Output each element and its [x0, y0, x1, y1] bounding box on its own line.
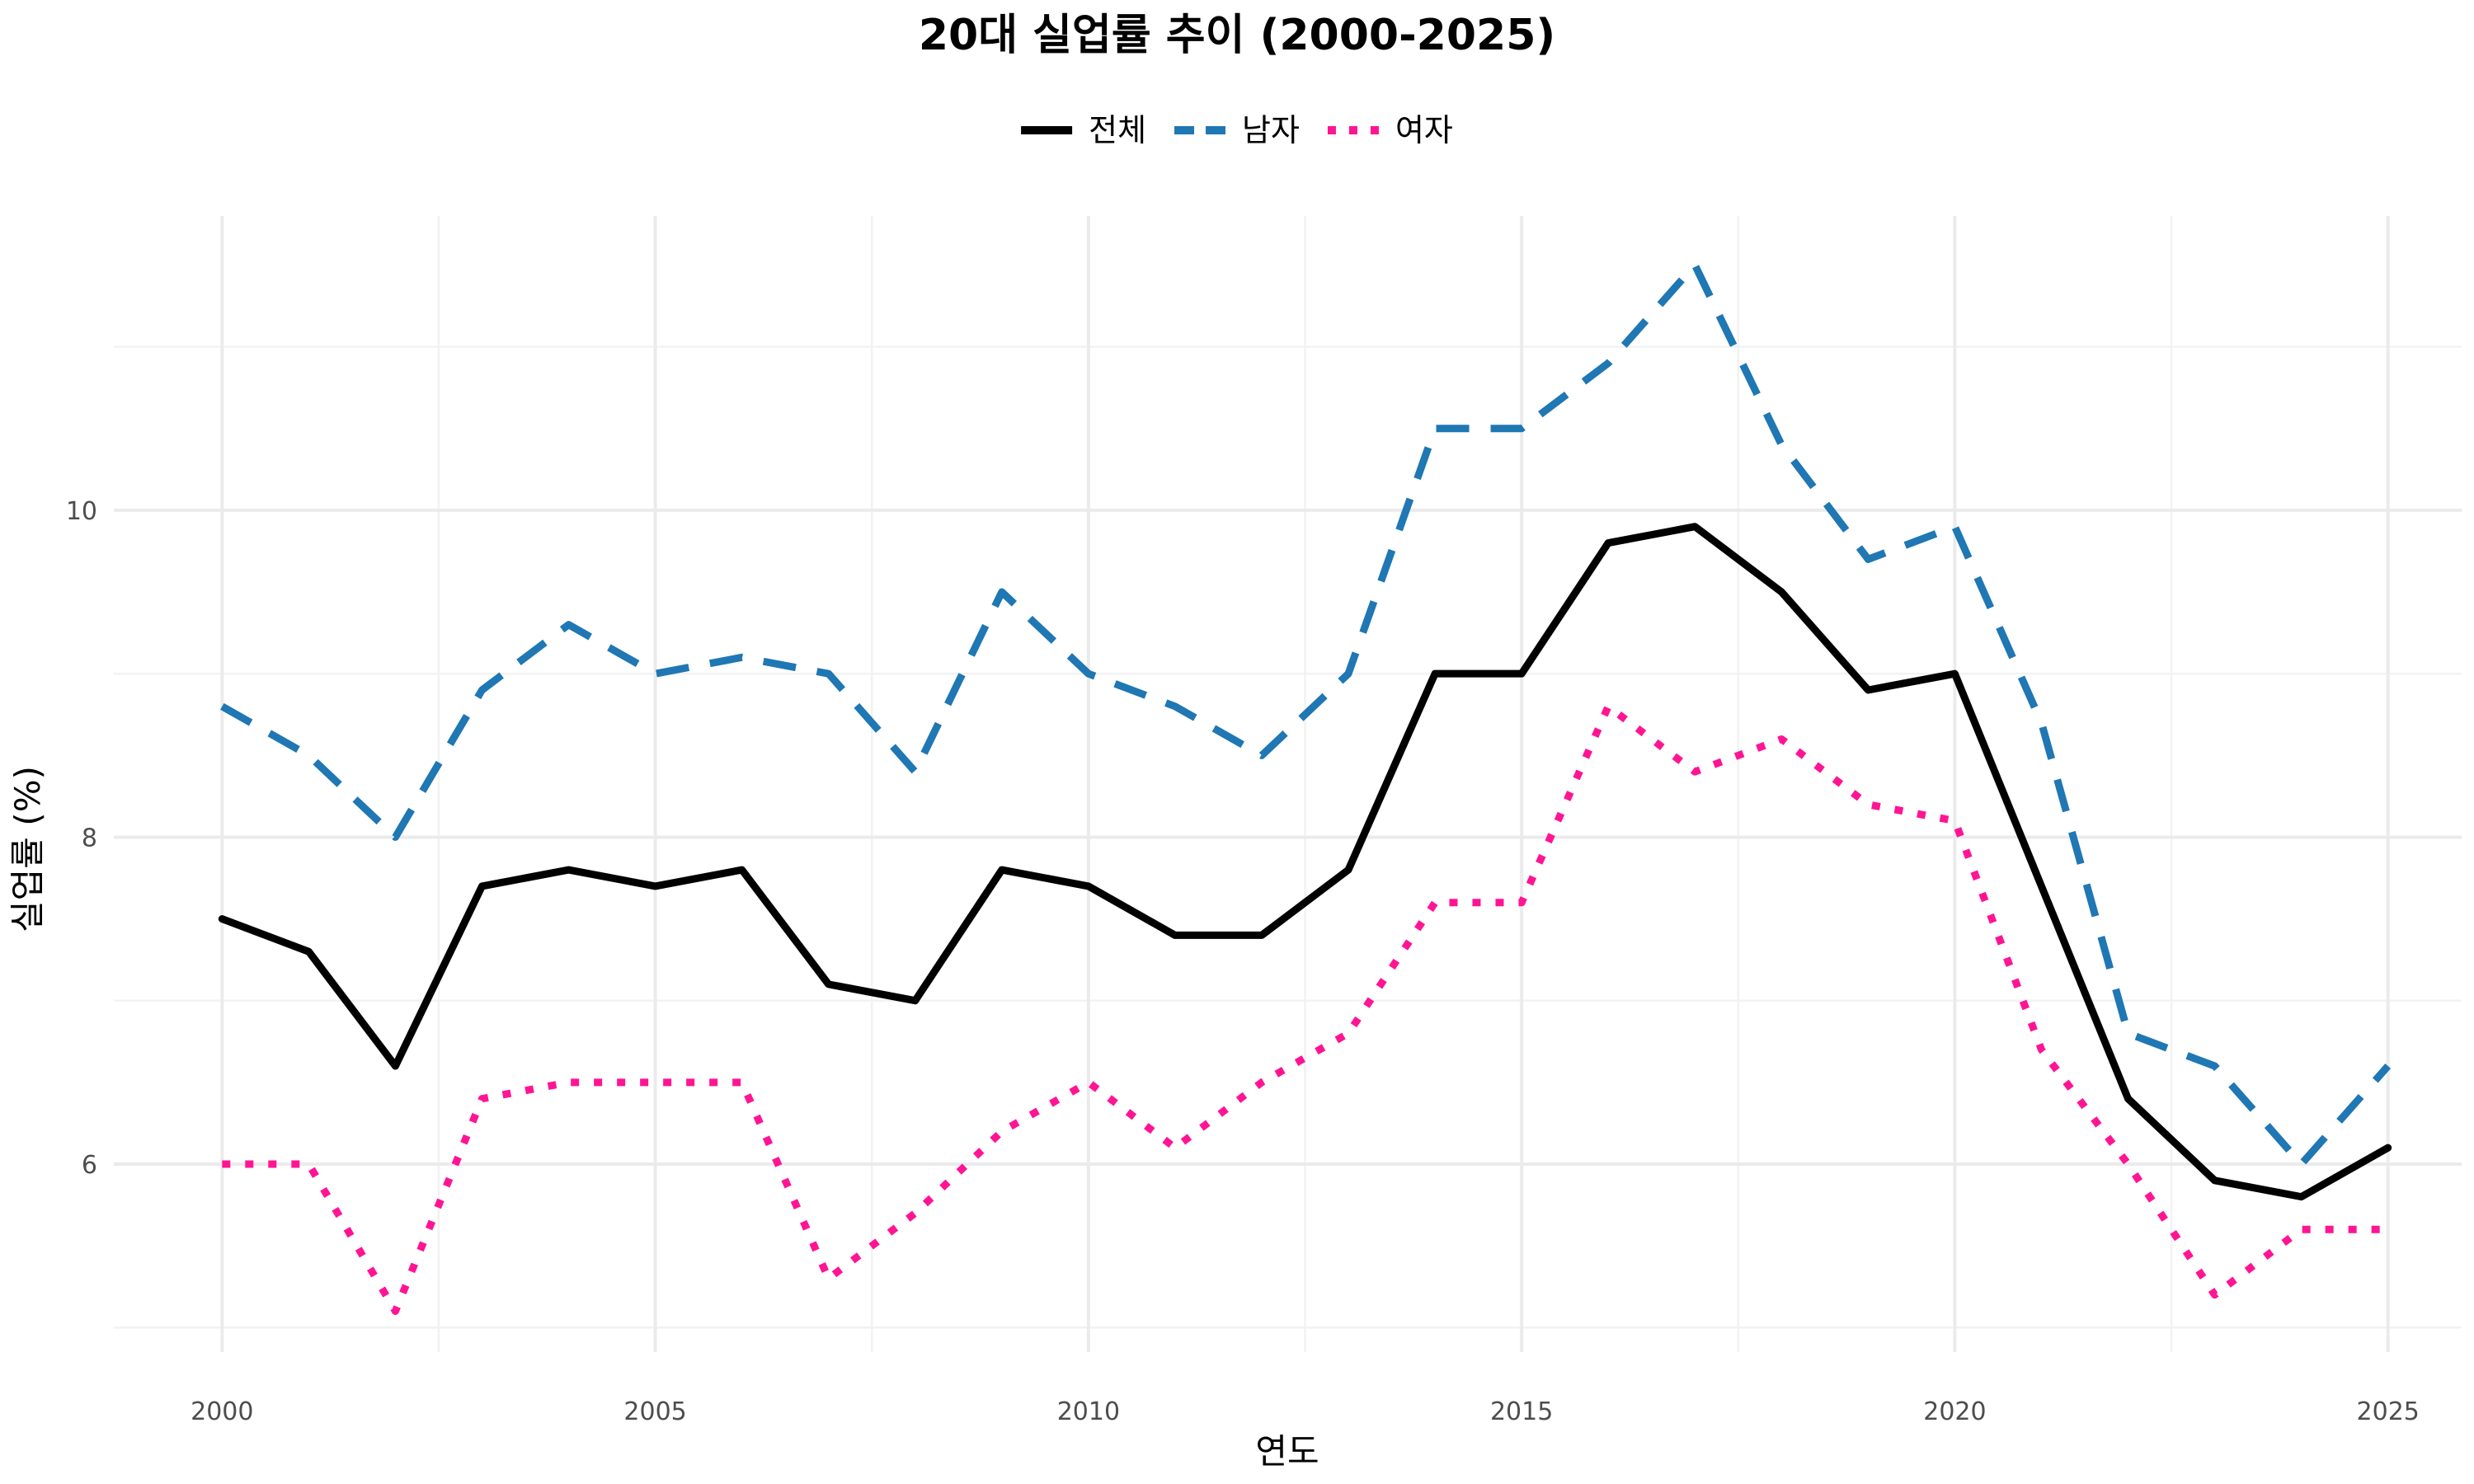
series-lines [218, 261, 2392, 1315]
series-line [220, 261, 2392, 1168]
x-tick-label: 2005 [623, 1397, 686, 1426]
legend-label: 남자 [1242, 112, 1300, 148]
series-line [218, 523, 2392, 1201]
y-tick-label: 6 [82, 1151, 97, 1180]
legend: 전체 남자 여자 [1021, 112, 1453, 148]
y-tick-label: 8 [82, 824, 97, 852]
y-tick-label: 10 [66, 497, 97, 526]
grid [114, 216, 2462, 1352]
x-tick-label: 2000 [190, 1397, 253, 1426]
legend-item: 여자 [1327, 112, 1453, 148]
series-1 [218, 523, 2392, 1201]
x-axis-ticks: 2000 2005 2010 2015 2020 2025 [190, 1397, 2420, 1426]
y-axis-title: 실업률 (%) [7, 766, 48, 932]
chart-title: 20대 실업률 추이 (2000-2025) [919, 11, 1555, 60]
y-axis-ticks: 6 8 10 [66, 497, 97, 1180]
legend-item: 전체 [1021, 112, 1146, 148]
x-tick-label: 2010 [1057, 1397, 1120, 1426]
legend-label: 전체 [1089, 112, 1146, 148]
series-2 [220, 261, 2392, 1168]
x-tick-label: 2020 [1923, 1397, 1986, 1426]
x-tick-label: 2025 [2357, 1397, 2420, 1426]
legend-label: 여자 [1395, 112, 1453, 148]
x-tick-label: 2015 [1490, 1397, 1553, 1426]
legend-item: 남자 [1174, 112, 1300, 148]
x-axis-title: 연도 [1255, 1431, 1319, 1472]
